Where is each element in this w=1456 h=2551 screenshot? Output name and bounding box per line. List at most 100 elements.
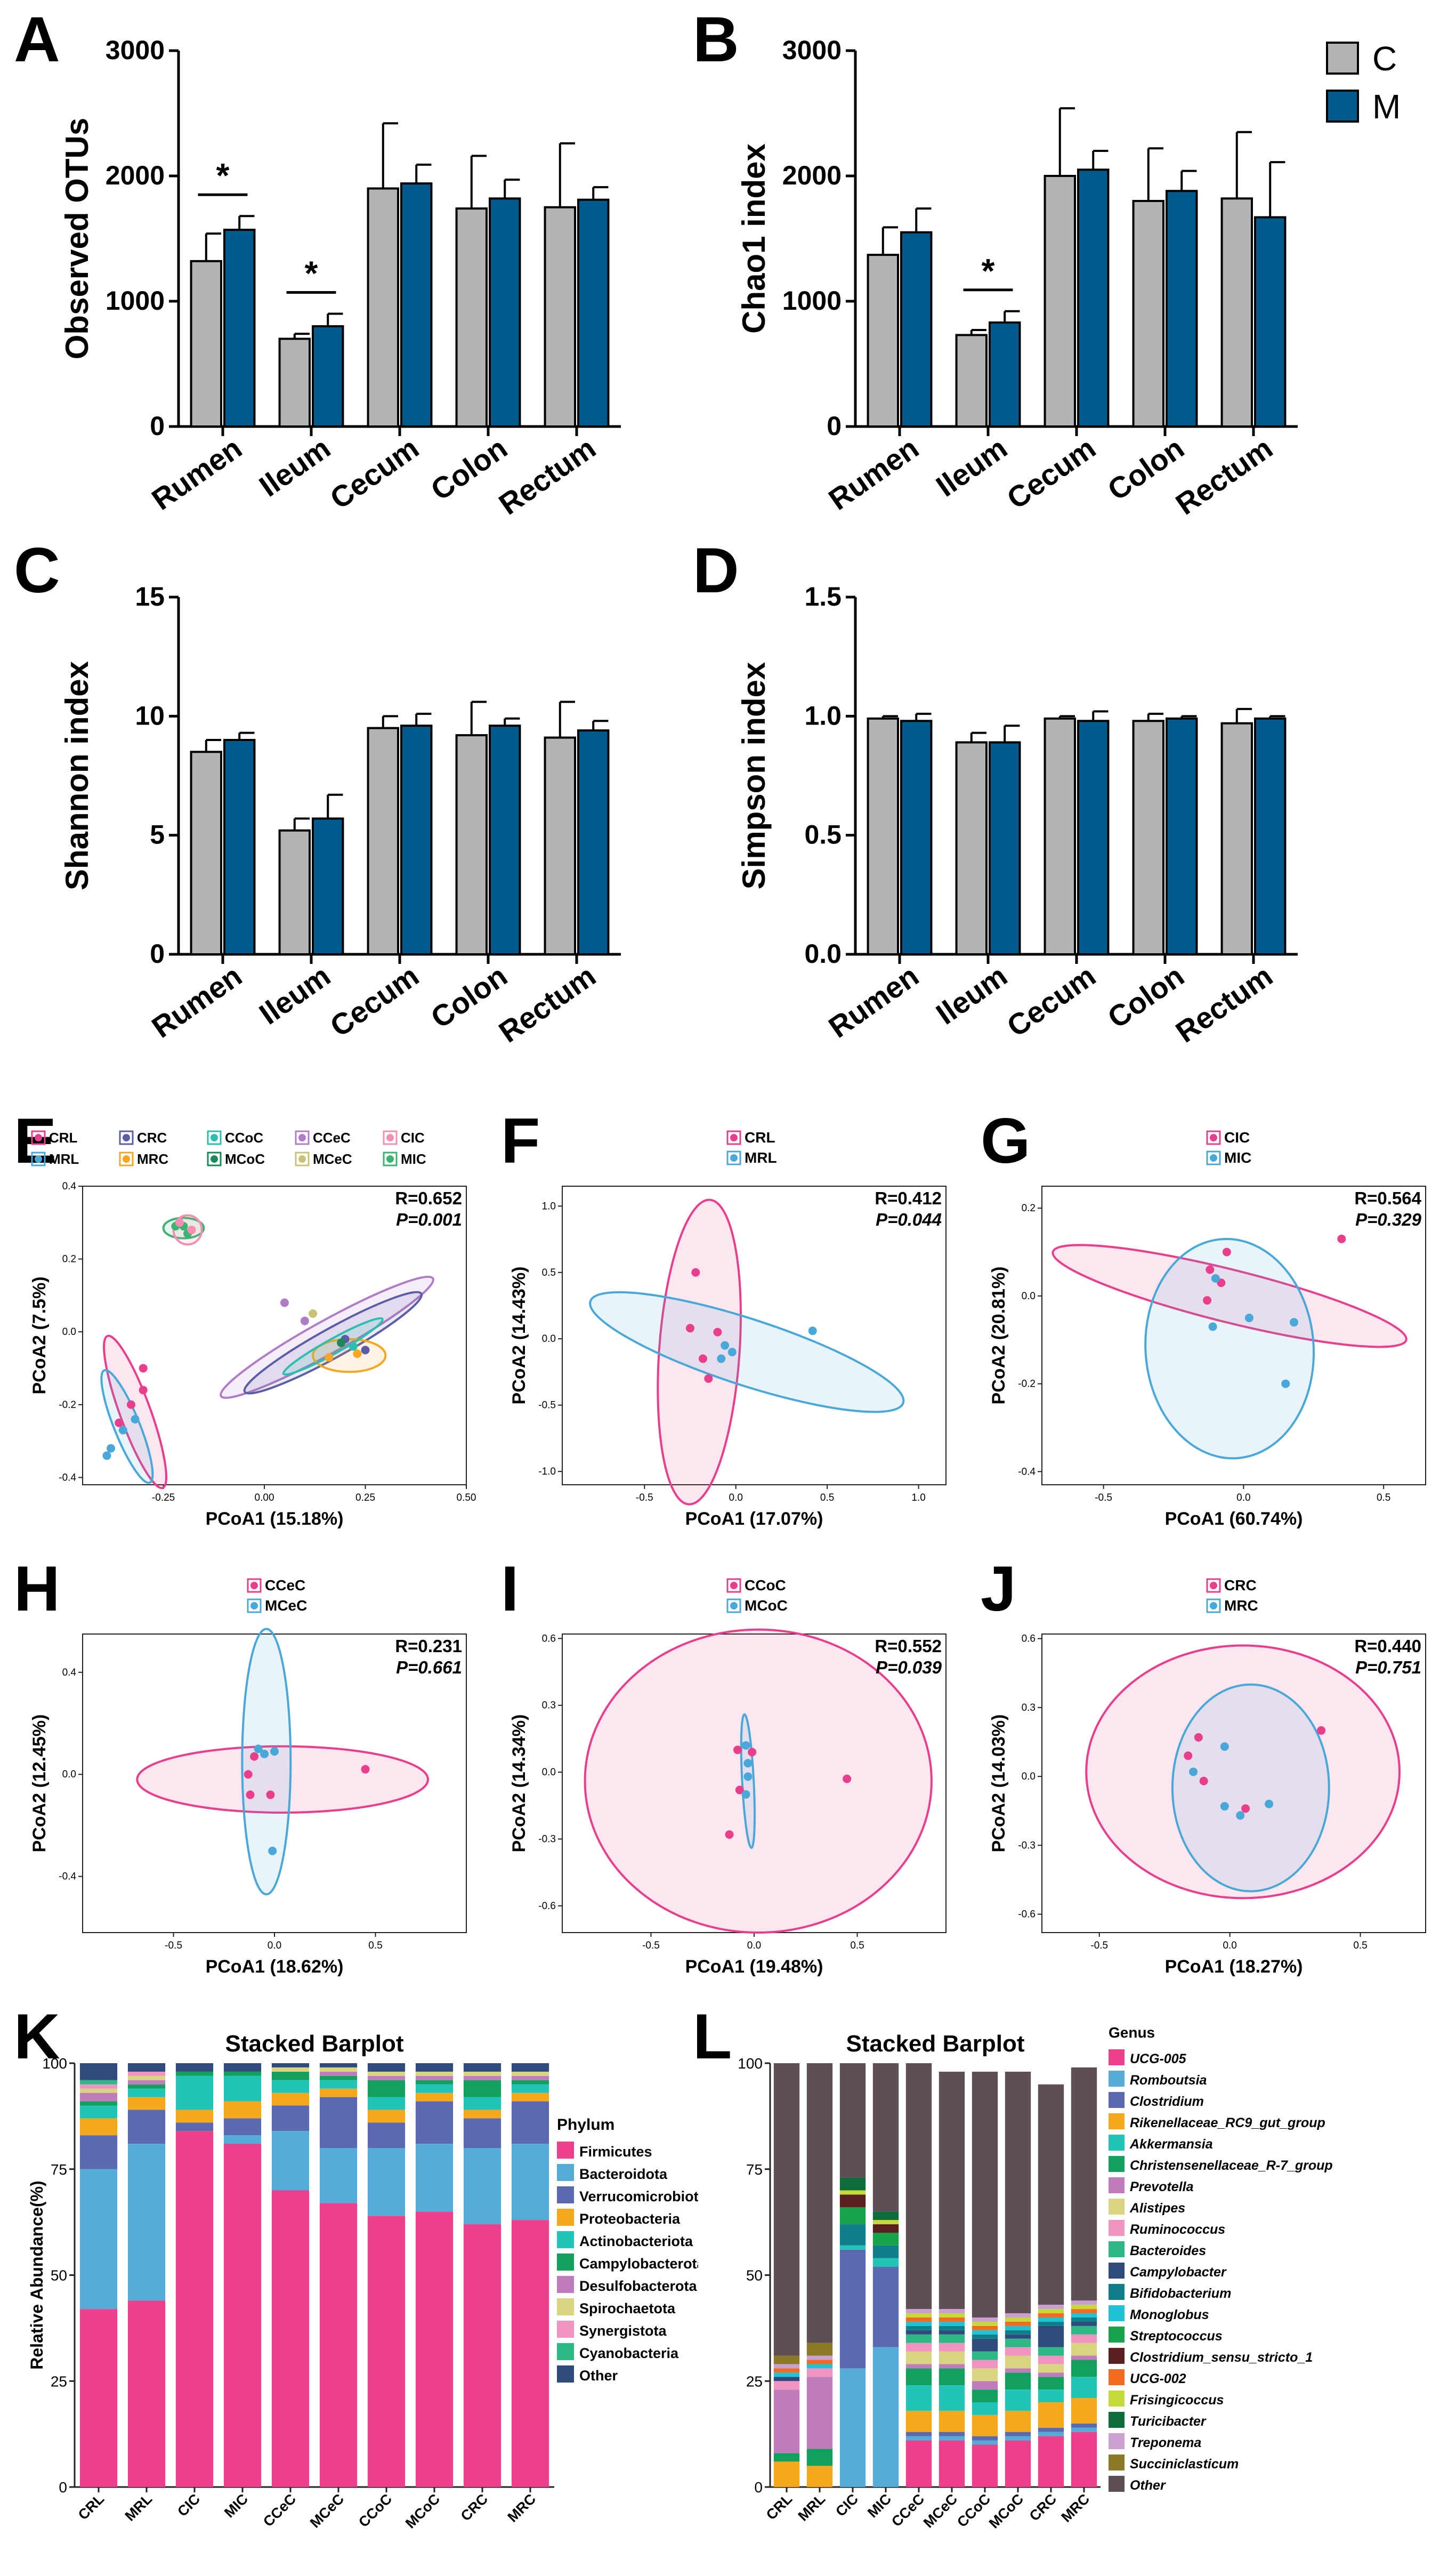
- stack-segment-Verrucomicrobiota: [175, 2122, 214, 2131]
- confidence-ellipse: [1051, 1244, 1408, 1348]
- x-tick-label: MCeC: [920, 2491, 960, 2531]
- stack-segment-Bacteroidota: [511, 2144, 549, 2220]
- bar-M-Ileum: [312, 325, 344, 428]
- x-tick-label: 0.0: [729, 1492, 743, 1503]
- stack-segment-UCG-002: [1038, 2313, 1064, 2317]
- y-tick-label: 1.0: [542, 1201, 556, 1212]
- legend-swatch: [1206, 1150, 1221, 1165]
- stack-segment-Bacteroidota: [319, 2148, 358, 2203]
- x-tick-label: -0.5: [642, 1940, 660, 1951]
- stack-segment-UCG-005: [905, 2440, 932, 2487]
- sample-point: [250, 1752, 259, 1761]
- y-axis-title: Simpson index: [736, 662, 772, 890]
- bar-C-Ileum: [278, 337, 311, 428]
- stack-segment-Verrucomicrobiota: [367, 2122, 406, 2148]
- stack-segment-Bacteroidota: [367, 2148, 406, 2216]
- legend-swatch: [247, 1578, 262, 1593]
- stack-segment-Other: [1005, 2071, 1031, 2314]
- x-tick-label: 1.0: [911, 1492, 925, 1503]
- stack-segment-Campylobacter: [1005, 2334, 1031, 2339]
- stack-segment-Bacteroides: [972, 2351, 998, 2360]
- y-axis-title: PCoA2 (12.45%): [29, 1715, 50, 1853]
- x-tick-label: MRC: [505, 2491, 539, 2525]
- stack-segment-Frisingicoccus: [905, 2313, 932, 2317]
- stack-segment-Proteobacteria: [223, 2101, 262, 2119]
- stack-segment-Campylobacterota: [367, 2080, 406, 2097]
- legend-label: Bacteroides: [1130, 2243, 1206, 2258]
- stack-segment-Rikenellaceae_RC9_gut_group: [939, 2410, 965, 2432]
- sample-point: [268, 1846, 277, 1855]
- legend-swatch: [1109, 2092, 1125, 2108]
- bar-M-Rumen: [900, 720, 933, 955]
- sample-point: [843, 1774, 852, 1783]
- stack-segment-Clostridium: [1071, 2423, 1097, 2428]
- legend-label: MRC: [137, 1151, 168, 1167]
- stack-segment-Treponema: [905, 2309, 932, 2314]
- stack-segment-Campylobacter: [972, 2338, 998, 2352]
- stack-segment-Synergistota: [79, 2084, 118, 2089]
- stack-segment-Other: [223, 2063, 262, 2072]
- legend-swatch: [557, 2276, 574, 2293]
- stack-segment-Desulfobacterota: [79, 2093, 118, 2102]
- sample-point: [280, 1298, 289, 1307]
- legend-swatch: [726, 1150, 741, 1165]
- bar-C-Cecum: [1044, 175, 1076, 428]
- x-tick-label: Rectum: [1170, 431, 1279, 521]
- stack-segment-Frisingicoccus: [972, 2321, 998, 2326]
- x-tick-label: CRL: [75, 2491, 107, 2523]
- panel-label-a: A: [14, 4, 60, 75]
- stack-segment-Romboutsia: [1038, 2432, 1064, 2436]
- sample-point: [733, 1745, 742, 1755]
- stack-segment-Treponema: [972, 2317, 998, 2322]
- x-tick-label: 0.50: [457, 1492, 476, 1503]
- stack-segment-Bifidobacterium: [872, 2245, 899, 2258]
- stack-segment-Ruminococcus: [1071, 2334, 1097, 2343]
- legend-swatch: [1109, 2305, 1125, 2321]
- legend-dot: [35, 1155, 42, 1163]
- legend-swatch: [1109, 2412, 1125, 2428]
- stack-segment-Frisingicoccus: [839, 2190, 866, 2195]
- legend-swatch: [1109, 2327, 1125, 2343]
- sample-point: [1222, 1248, 1231, 1257]
- legend-label: Frisingicoccus: [1130, 2393, 1224, 2408]
- bar-M-Rumen: [223, 739, 256, 955]
- stack-segment-Bacteroides: [1005, 2338, 1031, 2347]
- legend-label: Clostridium_sensu_stricto_1: [1130, 2350, 1313, 2365]
- x-tick-label: 0.25: [355, 1492, 375, 1503]
- stack-segment-Spirochaetota: [79, 2088, 118, 2093]
- legend-dot: [123, 1134, 130, 1141]
- stack-segment-Prevotella: [972, 2381, 998, 2390]
- sample-point: [139, 1386, 148, 1395]
- stack-segment-Frisingicoccus: [1005, 2317, 1031, 2322]
- stack-segment-Actinobacteriota: [175, 2075, 214, 2110]
- sample-point: [1241, 1804, 1250, 1813]
- panel-label-f: F: [501, 1105, 540, 1177]
- stack-segment-Actinobacteriota: [127, 2088, 166, 2097]
- x-tick-label: Rectum: [493, 959, 602, 1049]
- plot-frame: [1041, 1633, 1426, 1933]
- legend-label: Akkermansia: [1129, 2137, 1213, 2152]
- stack-segment-Alistipes: [1005, 2355, 1031, 2369]
- stack-segment-Alistipes: [1071, 2343, 1097, 2356]
- legend-label: Firmicutes: [579, 2144, 652, 2160]
- stack-segment-Bacteroides: [905, 2334, 932, 2343]
- stack-segment-Rikenellaceae_RC9_gut_group: [1071, 2398, 1097, 2424]
- y-tick-label: -1.0: [538, 1466, 556, 1477]
- stack-segment-Christensenellaceae_R-7_group: [939, 2368, 965, 2386]
- sample-point: [254, 1744, 263, 1753]
- y-tick-label: 0.6: [542, 1633, 556, 1644]
- stack-segment-Akkermansia: [839, 2245, 866, 2250]
- legend-label: Streptococcus: [1130, 2329, 1223, 2344]
- stack-segment-Actinobacteriota: [511, 2084, 549, 2093]
- y-tick-label: 50: [746, 2267, 763, 2284]
- stack-segment-Proteobacteria: [79, 2118, 118, 2136]
- legend-dot: [386, 1155, 394, 1163]
- stack-segment-Proteobacteria: [127, 2097, 166, 2110]
- legend-title: Genus: [1109, 2024, 1155, 2041]
- y-tick-label: 0.0: [804, 939, 842, 969]
- stack-segment-Campylobacter: [773, 2377, 800, 2381]
- y-tick-label: 0.6: [1022, 1633, 1036, 1645]
- confidence-ellipse: [657, 1198, 742, 1506]
- stack-segment-Spirochaetota: [367, 2071, 406, 2076]
- y-tick-label: 100: [738, 2055, 763, 2072]
